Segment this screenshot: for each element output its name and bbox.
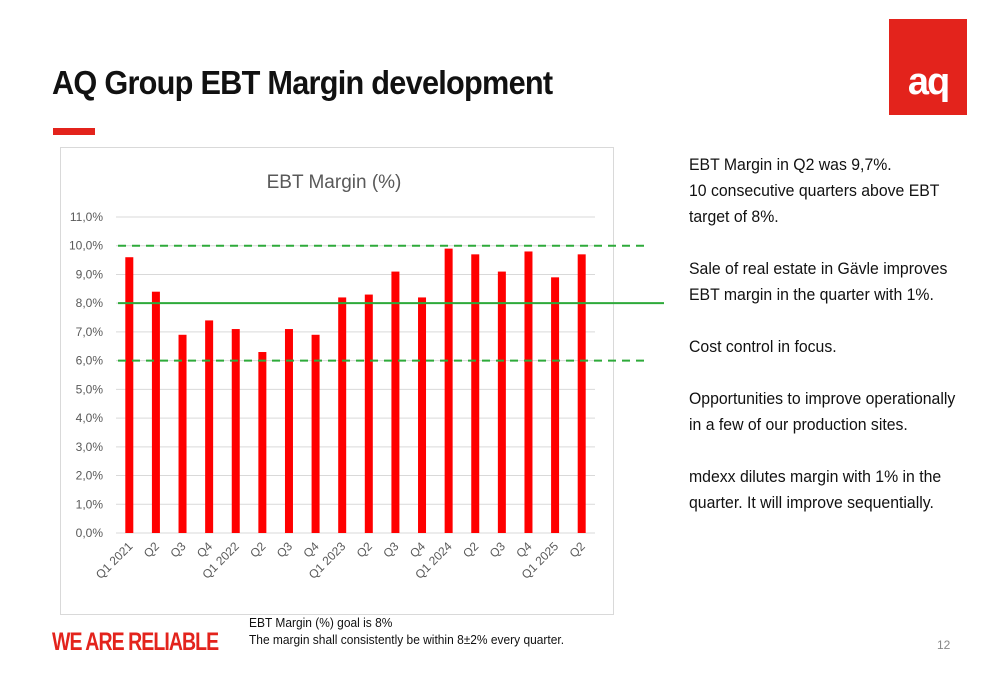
x-tick-label: Q3	[380, 539, 401, 560]
commentary-item: Sale of real estate in Gävle improves EB…	[689, 259, 948, 304]
bar	[577, 254, 586, 533]
x-tick-label: Q3	[487, 539, 508, 560]
y-tick-label: 5,0%	[76, 382, 104, 396]
logo-text: aq	[907, 61, 950, 103]
bar	[311, 334, 320, 533]
bar	[338, 297, 347, 533]
bar	[231, 329, 240, 533]
y-tick-label: 8,0%	[76, 296, 104, 310]
x-tick-label: Q4	[300, 539, 321, 560]
x-tick-label: Q2	[460, 539, 481, 560]
bar	[497, 271, 506, 533]
bar	[444, 248, 453, 533]
bar	[284, 329, 293, 533]
bar	[125, 257, 134, 533]
bar	[471, 254, 480, 533]
commentary-item: EBT Margin in Q2 was 9,7%. 10 consecutiv…	[689, 155, 940, 226]
bar	[364, 294, 373, 533]
footnote-line-2: The margin shall consistently be within …	[249, 632, 565, 647]
aq-logo: aq	[889, 19, 967, 115]
bar	[524, 251, 533, 534]
commentary-item: Opportunities to improve operationally i…	[689, 389, 956, 434]
slogan: WE ARE RELIABLE	[52, 628, 219, 656]
x-tick-label: Q3	[167, 539, 188, 560]
x-tick-label: Q3	[274, 539, 295, 560]
commentary-panel: EBT Margin in Q2 was 9,7%. 10 consecutiv…	[689, 152, 968, 542]
commentary-item: Cost control in focus.	[689, 337, 837, 356]
y-tick-label: 4,0%	[76, 411, 104, 425]
page-number: 12	[937, 638, 951, 652]
x-tick-label: Q4	[513, 539, 534, 560]
title-underline	[53, 128, 95, 135]
footnote-line-1: EBT Margin (%) goal is 8%	[249, 615, 393, 630]
goal-footnote: EBT Margin (%) goal is 8% The margin sha…	[249, 614, 564, 648]
bar	[205, 320, 214, 533]
chart-title: EBT Margin (%)	[267, 172, 402, 193]
y-tick-label: 0,0%	[76, 526, 104, 540]
y-tick-label: 10,0%	[69, 239, 103, 253]
bar	[178, 334, 187, 533]
y-tick-label: 6,0%	[76, 354, 104, 368]
y-tick-label: 3,0%	[76, 440, 104, 454]
y-tick-label: 2,0%	[76, 469, 104, 483]
x-tick-label: Q4	[194, 539, 215, 560]
x-tick-label: Q2	[247, 539, 268, 560]
page-title: AQ Group EBT Margin development	[52, 64, 553, 101]
x-tick-label: Q2	[567, 539, 588, 560]
x-tick-label: Q2	[141, 539, 162, 560]
bar	[151, 291, 160, 533]
bar	[551, 277, 560, 533]
bar	[418, 297, 427, 533]
x-tick-label: Q2	[354, 539, 375, 560]
x-tick-label: Q4	[407, 539, 428, 560]
y-tick-label: 7,0%	[76, 325, 104, 339]
x-tick-label: Q1 2021	[93, 539, 136, 582]
y-tick-label: 1,0%	[76, 497, 104, 511]
bar	[391, 271, 400, 533]
y-tick-label: 9,0%	[76, 267, 104, 281]
y-tick-label: 11,0%	[70, 210, 103, 224]
commentary-item: mdexx dilutes margin with 1% in the quar…	[689, 467, 942, 512]
bar	[258, 352, 267, 533]
